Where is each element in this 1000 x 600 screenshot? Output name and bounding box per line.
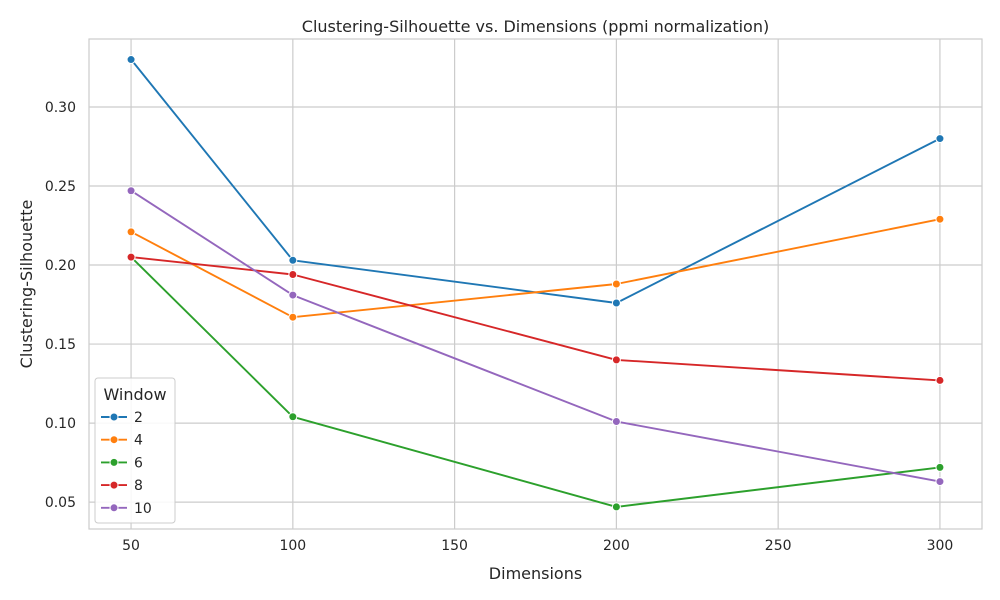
series-4 [126,214,945,322]
y-tick-label: 0.20 [45,258,76,274]
grid [89,39,982,529]
legend-label: 4 [134,433,143,449]
series-2 [126,55,945,308]
series-10 [126,186,945,487]
legend-swatch-marker [109,412,119,422]
data-point [126,55,136,65]
y-tick-label: 0.15 [45,337,76,353]
x-axis-label: Dimensions [489,564,582,583]
legend: Window 2 4 6 8 10 [94,377,176,524]
series-line-2 [130,58,941,304]
data-point [935,462,945,472]
data-point [288,412,298,422]
data-point [126,227,136,237]
data-point [611,355,621,365]
legend-item-8: 8 [101,478,143,494]
data-point [288,270,298,280]
legend-label: 8 [134,478,143,494]
legend-swatch-marker [109,435,119,445]
legend-title: Window [103,385,166,404]
series-line-10 [130,189,941,483]
chart-title: Clustering-Silhouette vs. Dimensions (pp… [302,17,769,36]
y-axis-label: Clustering-Silhouette [17,200,36,369]
data-point [288,290,298,300]
legend-label: 6 [134,455,143,471]
legend-item-10: 10 [101,501,152,517]
y-tick-label: 0.25 [45,179,76,195]
data-point [126,186,136,196]
data-point [935,375,945,385]
legend-swatch-marker [109,503,119,513]
legend-swatch-marker [109,457,119,467]
data-point [126,252,136,262]
data-point [288,312,298,322]
y-tick-label: 0.10 [45,416,76,432]
series-group [126,55,945,512]
data-point [611,279,621,289]
plot-area-frame [88,38,983,530]
x-tick-label: 250 [765,538,792,554]
series-line-8 [130,256,940,382]
data-point [935,214,945,224]
data-point [935,134,945,144]
legend-label: 10 [134,501,152,517]
y-tick-label: 0.05 [45,495,76,511]
series-line-6 [130,256,941,508]
data-point [611,298,621,308]
series-line-4 [130,218,941,319]
legend-item-2: 2 [101,410,143,426]
y-axis-ticks: 0.05 0.10 0.15 0.20 0.25 0.30 [45,100,76,511]
data-point [288,255,298,265]
x-tick-label: 150 [441,538,468,554]
x-axis-ticks: 50 100 150 200 250 300 [122,538,953,554]
data-point [611,417,621,427]
x-tick-label: 200 [603,538,630,554]
x-tick-label: 50 [122,538,140,554]
legend-swatch-marker [109,480,119,490]
y-tick-label: 0.30 [45,100,76,116]
legend-item-6: 6 [101,455,143,471]
legend-item-4: 4 [101,433,143,449]
x-tick-label: 100 [279,538,306,554]
x-tick-label: 300 [927,538,954,554]
data-point [611,502,621,512]
series-8 [126,252,945,385]
legend-label: 2 [134,410,143,426]
data-point [935,477,945,487]
